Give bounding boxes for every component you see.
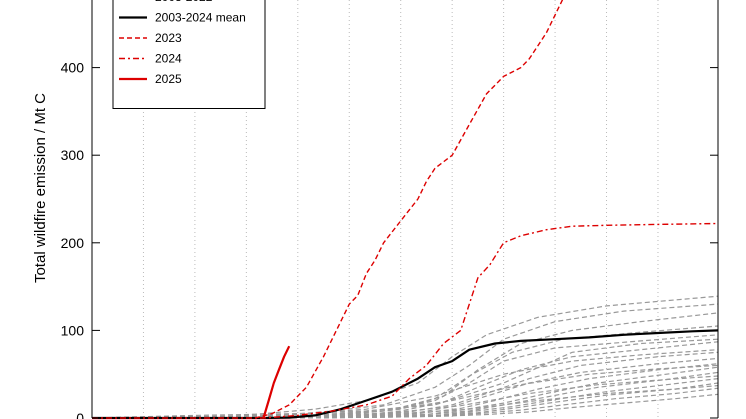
y-tick-label-200: 200 — [61, 235, 85, 251]
legend-label-0: 2003-2022 — [155, 0, 213, 4]
legend-label-2: 2023 — [155, 31, 182, 45]
background-year-line-6 — [92, 351, 719, 419]
background-years-series — [91, 295, 719, 419]
background-year-line-0 — [91, 295, 719, 419]
y-tick-label-300: 300 — [61, 147, 85, 163]
series-line-2003-2024-mean — [92, 329, 719, 419]
legend-label-4: 2025 — [155, 72, 182, 86]
background-year-line-7 — [92, 357, 719, 419]
series-line-2024 — [92, 222, 719, 419]
legend-label-3: 2024 — [155, 52, 182, 66]
background-year-line-4 — [92, 334, 719, 419]
y-tick-label-0: 0 — [76, 410, 84, 419]
series-line-2023 — [254, 0, 564, 419]
y-tick-label-100: 100 — [61, 322, 85, 338]
legend-label-1: 2003-2024 mean — [155, 11, 246, 25]
highlighted-series — [92, 0, 719, 419]
background-year-line-16 — [91, 349, 719, 419]
background-year-line-15 — [91, 338, 719, 419]
axes — [91, 0, 719, 418]
background-year-line-3 — [92, 325, 719, 419]
background-year-line-14 — [92, 393, 719, 419]
y-axis-label: Total wildfire emission / Mt C — [32, 93, 49, 283]
y-tick-label-400: 400 — [61, 60, 85, 76]
legend: 2003-2022 2003-2024 mean 2023 2024 2025 — [112, 0, 266, 109]
y-ticks: 0 100 200 300 400 — [61, 60, 718, 419]
series-line-2025 — [262, 345, 291, 419]
